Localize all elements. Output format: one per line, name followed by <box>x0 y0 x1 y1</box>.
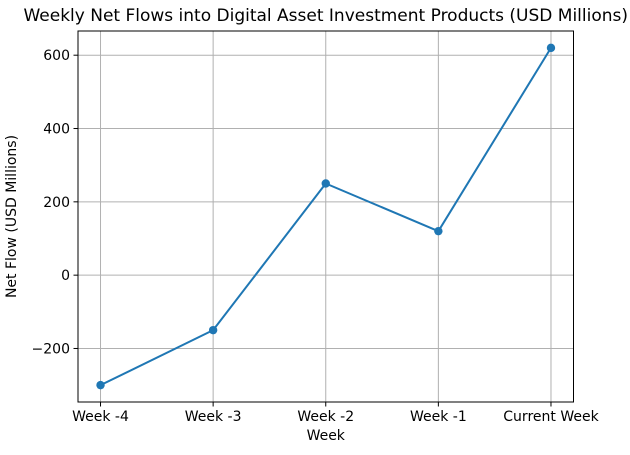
plot-border <box>77 30 574 403</box>
x-tick-label: Week -1 <box>410 409 467 425</box>
y-tick-label: 0 <box>61 268 70 284</box>
chart-title: Weekly Net Flows into Digital Asset Inve… <box>23 6 628 26</box>
y-tick-label: 600 <box>43 48 70 64</box>
y-tick-label: −200 <box>32 341 70 357</box>
x-tick-label: Week -3 <box>185 409 242 425</box>
y-tick-label: 200 <box>43 195 70 211</box>
y-axis-label: Net Flow (USD Millions) <box>4 135 20 298</box>
x-axis-label: Week <box>307 428 346 444</box>
chart-layers: −200 0 200 400 600 Week -4 Week -3 Week -2 Week … <box>32 30 600 425</box>
x-tick-label: Week -4 <box>72 409 129 425</box>
data-point-marker <box>434 226 443 236</box>
y-tick-label: 400 <box>43 122 70 138</box>
data-point-marker <box>546 43 556 53</box>
data-point-marker <box>96 380 105 390</box>
x-tick-label: Week -2 <box>297 409 354 425</box>
x-tick-label: Current Week <box>503 409 599 425</box>
data-point-marker <box>208 325 218 335</box>
data-point-marker <box>321 179 330 188</box>
